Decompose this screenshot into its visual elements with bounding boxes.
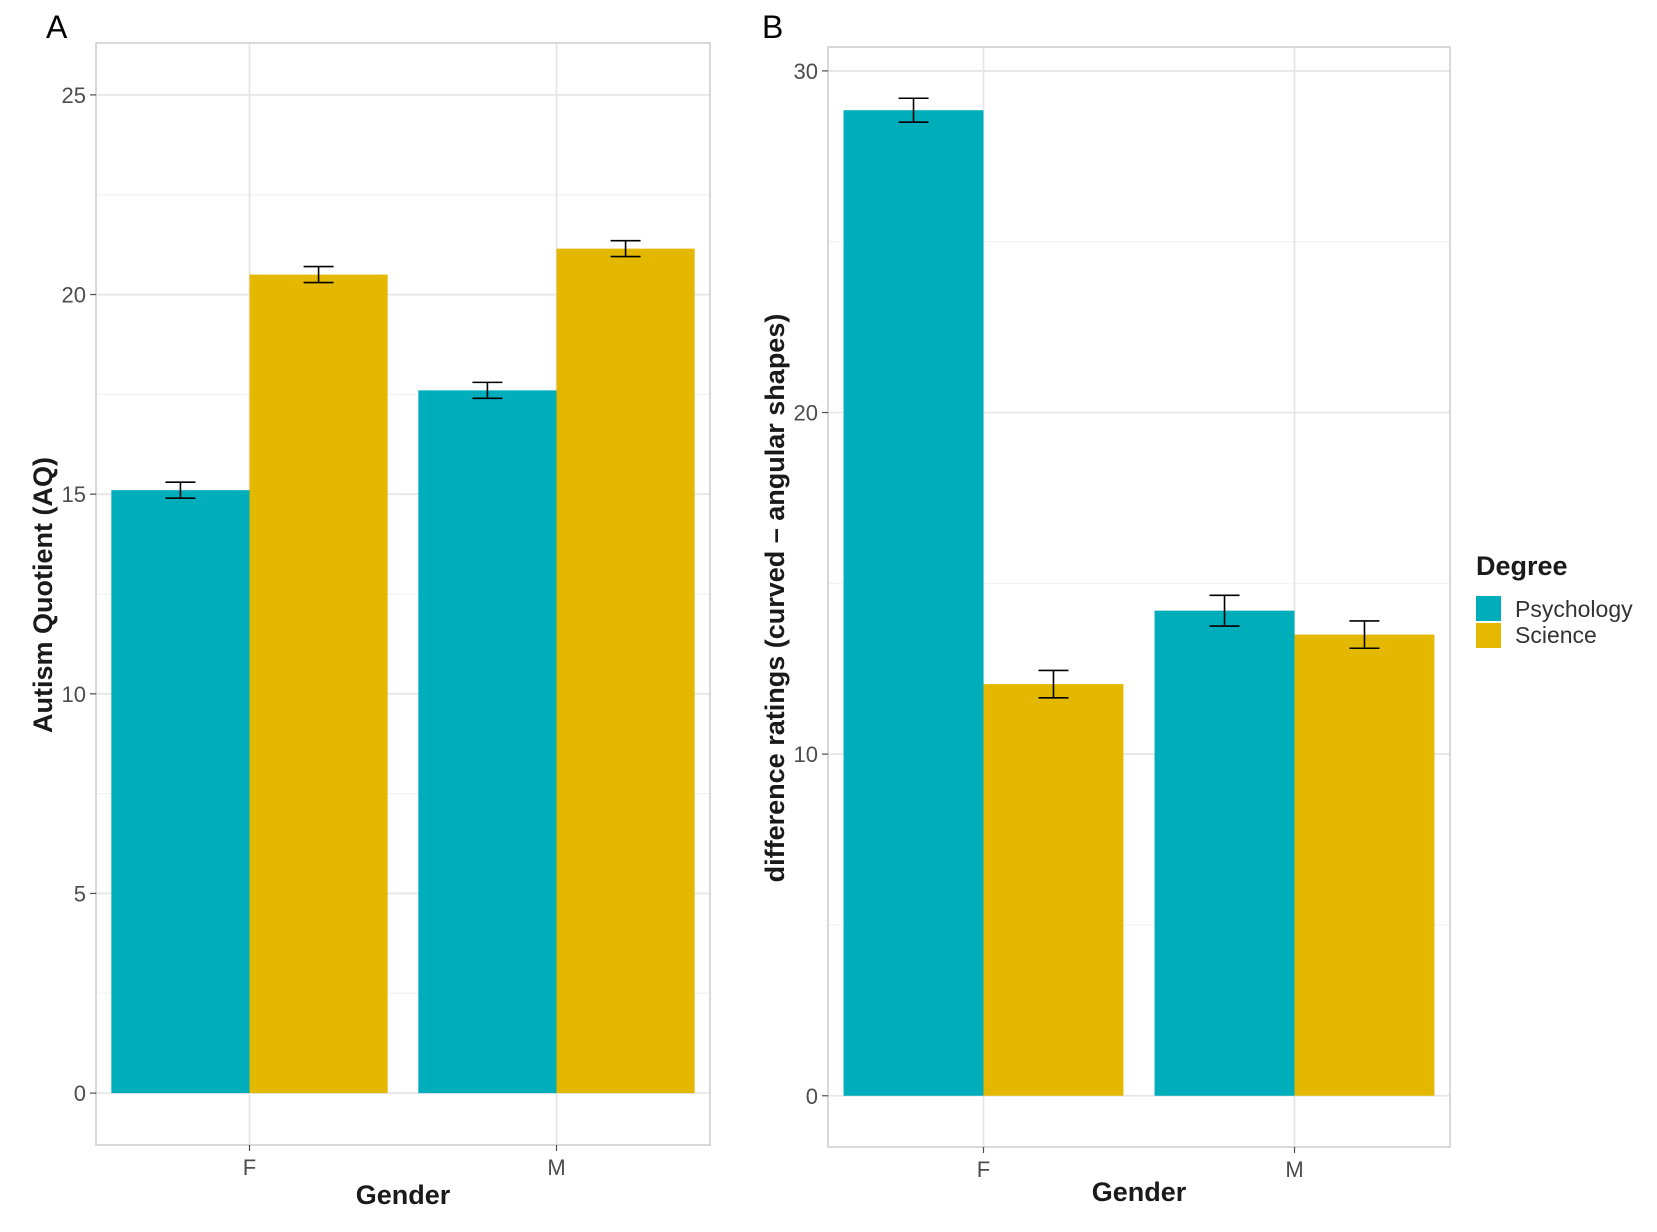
legend-swatch-psychology — [1476, 596, 1501, 621]
panel-b-bar-science-m — [1294, 634, 1435, 1096]
panel-a-x-tick-label: M — [547, 1155, 565, 1180]
panel-a-y-tick-label: 25 — [62, 83, 86, 108]
panel-b-error-bar-science-m — [1349, 620, 1380, 650]
panel-b-error-bar-science-f — [1038, 669, 1069, 699]
panel-b-x-axis-title: Gender — [1092, 1177, 1187, 1207]
panel-a-error-bar-science-f — [303, 265, 334, 284]
legend: Degree Psychology Science — [1476, 551, 1633, 648]
panel-b-x-tick-label: F — [977, 1157, 990, 1182]
panel-a: A 0 5 10 15 20 25 F M Gender Autism Quotient (… — [28, 9, 711, 1210]
legend-title: Degree — [1476, 551, 1568, 581]
panel-a-y-axis-title: Autism Quotient (AQ) — [28, 457, 58, 733]
panel-a-label: A — [46, 9, 68, 45]
panel-a-error-bar-science-m — [610, 239, 641, 258]
panel-b-y-tick-label: 0 — [806, 1084, 818, 1109]
panel-a-bar-science-f — [249, 274, 388, 1094]
panel-b-y-axis-title: difference ratings (curved – angular sha… — [760, 314, 790, 883]
panel-a-x-tick-label: F — [243, 1155, 256, 1180]
panel-a-error-bar-psychology-m — [472, 381, 503, 400]
panel-b: B 0 10 20 30 F M Gender difference ratings (… — [760, 9, 1451, 1207]
panel-a-y-tick-label: 20 — [62, 283, 86, 308]
panel-a-y-tick-label: 0 — [74, 1081, 86, 1106]
panel-b-x-tick-label: M — [1285, 1157, 1303, 1182]
panel-b-y-tick-label: 20 — [794, 401, 818, 426]
panel-b-bar-science-f — [983, 684, 1124, 1096]
panel-b-y-tick-label: 10 — [794, 742, 818, 767]
panel-b-bar-psychology-m — [1154, 610, 1295, 1096]
panel-a-bar-psychology-f — [111, 490, 250, 1094]
panel-b-bar-psychology-f — [843, 110, 984, 1096]
panel-a-border — [95, 42, 711, 1146]
legend-label-psychology: Psychology — [1515, 596, 1633, 622]
panel-b-y-tick-label: 30 — [794, 59, 818, 84]
panel-b-error-bar-psychology-f — [898, 97, 929, 123]
panel-b-error-bar-psychology-m — [1209, 594, 1240, 627]
panel-a-bar-science-m — [556, 248, 695, 1094]
panel-a-y-tick-label: 15 — [62, 482, 86, 507]
panel-a-y-tick-label: 5 — [74, 881, 86, 906]
panel-a-bar-psychology-m — [418, 390, 557, 1094]
legend-label-science: Science — [1515, 622, 1597, 648]
panel-a-error-bar-psychology-f — [165, 481, 196, 499]
panel-b-label: B — [762, 9, 783, 45]
panel-b-border — [827, 46, 1451, 1148]
panel-a-y-tick-label: 10 — [62, 682, 86, 707]
panel-a-x-axis-title: Gender — [356, 1180, 451, 1210]
legend-swatch-science — [1476, 623, 1501, 648]
